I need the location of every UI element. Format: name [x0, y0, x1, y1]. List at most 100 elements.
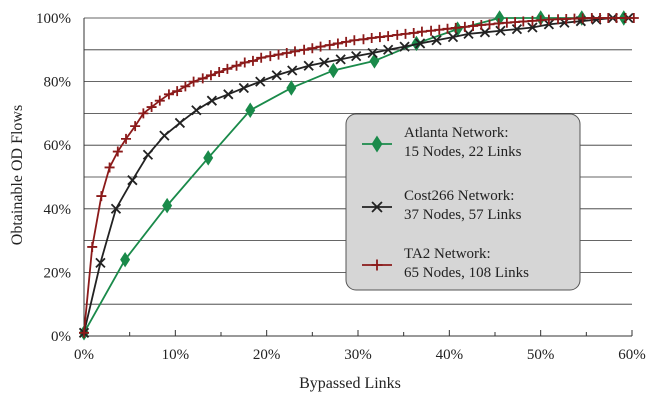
data-point [484, 19, 495, 30]
data-point [577, 13, 588, 24]
data-point [307, 43, 318, 54]
data-point [287, 65, 298, 76]
data-point [349, 35, 360, 46]
data-point [95, 257, 106, 268]
data-point [138, 108, 149, 119]
data-point [142, 149, 154, 160]
y-tick-label: 20% [44, 265, 72, 281]
axis-layer: 0% 10% 20% 30% 40% 50% 60% 0% 20% 40% 60% 80% 100% [36, 11, 646, 363]
data-point [223, 89, 234, 100]
data-point [434, 24, 445, 35]
data-point [447, 31, 459, 43]
data-point [450, 22, 461, 33]
data-point [146, 102, 157, 113]
data-point [319, 57, 330, 68]
data-point [399, 41, 410, 52]
data-point [495, 25, 506, 36]
data-point [104, 162, 115, 173]
legend-series-name: TA2 Network: [404, 246, 491, 262]
x-tick-label: 40% [436, 347, 464, 363]
data-point [408, 27, 419, 38]
data-point [238, 82, 249, 94]
data-point [299, 44, 310, 55]
data-point [416, 26, 427, 37]
data-point [426, 25, 437, 36]
data-point [203, 150, 214, 166]
data-point [174, 117, 186, 129]
data-point [255, 76, 266, 87]
data-point [351, 51, 362, 62]
y-tick-label: 40% [44, 202, 72, 218]
data-point [154, 95, 165, 106]
data-point [332, 38, 343, 49]
x-tick-label: 10% [162, 347, 190, 363]
data-point [96, 191, 107, 202]
data-point [247, 55, 258, 66]
data-point [239, 57, 250, 68]
legend-box [345, 113, 581, 291]
data-point [341, 36, 352, 47]
data-point [206, 95, 218, 106]
data-point [611, 13, 622, 23]
data-point [494, 10, 505, 26]
data-point [127, 175, 138, 186]
series-layer [78, 10, 639, 341]
data-point [628, 13, 639, 23]
data-point [271, 70, 282, 81]
data-point [256, 52, 267, 63]
data-point [371, 201, 383, 213]
data-point [511, 23, 523, 35]
data-point [188, 76, 199, 87]
data-point [400, 28, 411, 39]
legend: Atlanta Network: 15 Nodes, 22 Links Cost26… [345, 113, 581, 291]
data-point [527, 22, 538, 33]
data-point [518, 16, 529, 27]
data-point [358, 34, 369, 45]
data-point [112, 146, 123, 157]
x-tick-label: 0% [74, 347, 94, 363]
data-point [120, 251, 131, 268]
legend-series-name: Atlanta Network: [404, 125, 509, 141]
legend-series-name: Cost266 Network: [404, 188, 514, 204]
y-tick-label: 80% [44, 75, 72, 91]
y-tick-label: 0% [51, 329, 71, 345]
x-tick-label: 20% [253, 347, 281, 363]
data-point [79, 327, 89, 338]
data-point [392, 29, 403, 40]
data-point [172, 86, 183, 97]
data-point [273, 49, 284, 60]
data-point [281, 47, 292, 58]
data-point [374, 32, 385, 43]
data-point [121, 133, 132, 144]
data-point [191, 105, 202, 116]
data-point [231, 60, 242, 71]
data-point [159, 130, 170, 141]
data-point [265, 51, 276, 62]
series-line [83, 17, 624, 334]
legend-series-detail: 37 Nodes, 57 Links [404, 207, 522, 223]
x-tick-label: 60% [618, 347, 646, 363]
legend-series-detail: 65 Nodes, 108 Links [404, 265, 529, 281]
data-point [383, 44, 394, 55]
data-point [328, 62, 339, 79]
x-axis-title: Bypassed Links [299, 375, 401, 392]
data-point [180, 81, 191, 92]
data-point [371, 135, 383, 153]
data-point [442, 23, 453, 34]
data-point [162, 197, 173, 214]
data-point [452, 21, 463, 37]
data-point [383, 31, 394, 42]
y-tick-label: 100% [36, 11, 71, 27]
data-point [303, 60, 314, 71]
data-point [286, 80, 297, 96]
data-point [414, 38, 426, 49]
data-point [366, 33, 377, 44]
x-tick-label: 30% [344, 347, 372, 363]
data-point [324, 40, 335, 51]
data-point [543, 14, 554, 25]
x-tick-label: 50% [527, 347, 555, 363]
data-point [245, 102, 256, 118]
data-point [468, 20, 479, 31]
series-3 [79, 13, 639, 338]
